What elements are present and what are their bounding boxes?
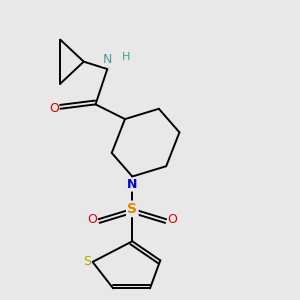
Text: S: S <box>83 255 91 268</box>
Text: S: S <box>127 202 137 216</box>
Text: H: H <box>122 52 130 62</box>
Text: O: O <box>168 213 178 226</box>
Text: N: N <box>103 53 112 66</box>
Text: O: O <box>87 213 97 226</box>
Text: N: N <box>127 178 137 191</box>
Text: O: O <box>49 102 59 115</box>
